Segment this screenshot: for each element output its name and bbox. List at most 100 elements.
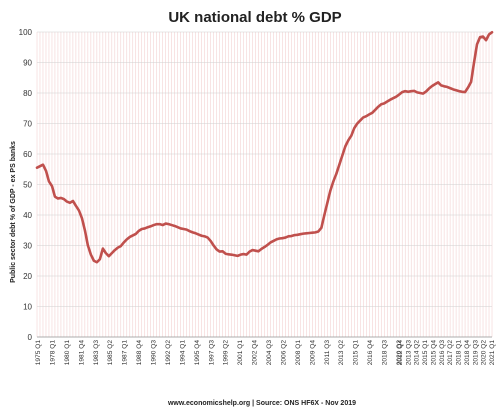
x-tick-label: 2009 Q4: [309, 340, 316, 366]
data-point: [350, 135, 352, 137]
data-point: [335, 173, 337, 175]
data-point: [123, 241, 125, 244]
x-tick-label: 1999 Q2: [223, 340, 230, 366]
data-point: [263, 246, 266, 248]
x-tick-label: 1987 Q1: [122, 340, 129, 366]
x-tick-label: 2008 Q1: [295, 340, 302, 366]
data-point: [416, 91, 418, 93]
y-axis-ticks: 0 10 20 30 40 50 60 70 80 90 100: [19, 28, 33, 342]
y-tick-label: 40: [23, 211, 32, 220]
data-point: [111, 252, 113, 254]
data-point: [156, 223, 158, 225]
data-point: [189, 230, 191, 232]
data-point: [183, 228, 185, 230]
x-tick-label: 2006 Q2: [280, 340, 287, 366]
data-point: [75, 205, 77, 207]
data-point: [69, 202, 71, 204]
chart-title: UK national debt % GDP: [168, 9, 341, 26]
data-point: [204, 235, 206, 237]
data-point: [93, 260, 95, 262]
x-tick-label: 1978 Q1: [49, 340, 56, 366]
data-point: [105, 252, 107, 254]
data-point: [51, 185, 53, 187]
data-point: [54, 196, 56, 198]
data-point: [90, 254, 92, 256]
data-point: [296, 234, 299, 236]
data-point: [341, 154, 343, 157]
x-tick-label: 1975 Q1: [35, 340, 42, 366]
data-point: [347, 139, 349, 141]
data-point: [126, 238, 128, 240]
x-tick-label: 2015 Q1: [422, 340, 429, 366]
data-point: [150, 225, 152, 227]
data-point: [138, 230, 140, 232]
y-tick-label: 50: [23, 181, 32, 190]
x-tick-label: 2011 Q3: [324, 340, 331, 365]
data-point: [36, 167, 38, 169]
data-point: [186, 229, 188, 231]
data-point: [221, 250, 224, 252]
x-tick-label: 2013 Q2: [338, 340, 345, 366]
data-point: [219, 251, 221, 253]
data-point: [326, 202, 328, 204]
x-tick-label: 2004 Q3: [266, 340, 273, 366]
data-point: [129, 236, 131, 238]
data-point: [458, 90, 460, 92]
data-point: [159, 223, 161, 225]
data-point: [380, 103, 382, 105]
x-tick-label: 2021 Q1: [489, 340, 496, 366]
x-tick-label: 2014 Q2: [414, 340, 421, 366]
data-point: [488, 33, 490, 36]
data-point: [422, 93, 424, 95]
data-point: [473, 61, 475, 64]
data-point: [437, 81, 439, 83]
x-tick-label: 2016 Q4: [367, 340, 374, 366]
data-point: [404, 90, 406, 92]
data-point: [359, 119, 361, 122]
data-point: [230, 254, 233, 256]
data-point: [293, 234, 296, 236]
data-point: [476, 43, 478, 45]
grid: [36, 31, 493, 338]
data-point: [117, 247, 119, 249]
data-point: [114, 249, 116, 251]
data-point: [398, 93, 400, 96]
x-tick-label: 2012 Q4: [397, 340, 404, 366]
data-point: [254, 250, 257, 252]
data-point: [144, 227, 146, 230]
data-point: [251, 249, 254, 251]
y-tick-label: 80: [23, 89, 32, 98]
data-point: [60, 197, 62, 199]
y-tick-label: 100: [19, 28, 33, 37]
data-point: [428, 87, 430, 90]
data-point: [102, 247, 104, 250]
data-point: [383, 102, 385, 104]
x-axis-ticks: 1975 Q1 1978 Q1 1980 Q1 1981 Q4 1983 Q3 1985 …: [35, 340, 403, 366]
data-point: [434, 83, 436, 85]
data-point: [216, 248, 218, 251]
data-point: [479, 36, 481, 38]
data-point: [198, 233, 200, 236]
data-point: [431, 85, 433, 87]
data-point: [162, 224, 164, 226]
data-point: [72, 200, 74, 202]
data-point: [317, 230, 319, 233]
data-point: [338, 164, 340, 166]
data-point: [356, 122, 358, 125]
data-point: [213, 244, 215, 247]
x-tick-label: 1983 Q3: [93, 340, 100, 366]
y-tick-label: 10: [23, 303, 32, 312]
data-point: [66, 200, 68, 203]
data-point: [87, 244, 89, 247]
y-tick-label: 90: [23, 59, 32, 68]
data-point: [210, 240, 212, 242]
data-point: [419, 92, 421, 94]
data-point: [63, 198, 65, 200]
data-point: [407, 91, 409, 93]
data-point: [57, 197, 59, 200]
data-point: [314, 231, 316, 233]
y-tick-label: 0: [28, 333, 33, 342]
data-point: [171, 224, 173, 226]
data-point: [353, 127, 355, 129]
